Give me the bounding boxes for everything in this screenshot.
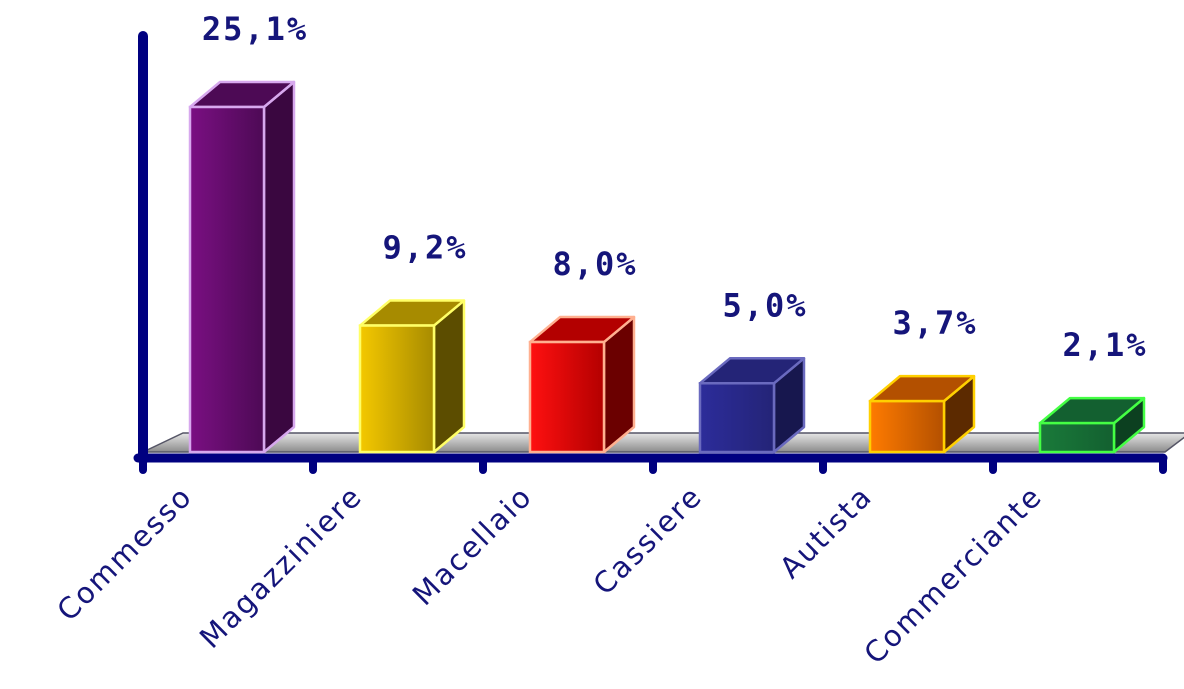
category-label: Magazziniere (193, 479, 369, 655)
value-label: 25,1% (202, 10, 308, 48)
category-label: Macellaio (406, 479, 539, 612)
bar-front-face (1038, 421, 1116, 454)
category-label: Commesso (50, 479, 199, 628)
category-label: Commerciante (857, 479, 1049, 671)
bar-commerciante (1038, 396, 1146, 454)
bar-magazziniere (358, 299, 466, 454)
bar-front-face (188, 105, 266, 454)
bar-macellaio (528, 315, 636, 454)
value-label: 9,2% (382, 229, 467, 267)
value-label: 8,0% (552, 245, 637, 283)
bar-front-face (528, 340, 606, 454)
value-label: 3,7% (892, 304, 977, 342)
bar-autista (868, 374, 976, 454)
bar-side-face (262, 80, 296, 454)
value-label: 2,1% (1062, 326, 1147, 364)
bar-front-face (698, 382, 776, 454)
bar-cassiere (698, 357, 806, 454)
bar-front-face (358, 324, 436, 454)
bar-commesso (188, 80, 296, 454)
chart-floor (142, 432, 1184, 453)
category-label: Cassiere (586, 479, 709, 602)
category-label: Autista (773, 479, 879, 585)
value-label: 5,0% (722, 286, 807, 324)
bar-front-face (868, 399, 946, 454)
